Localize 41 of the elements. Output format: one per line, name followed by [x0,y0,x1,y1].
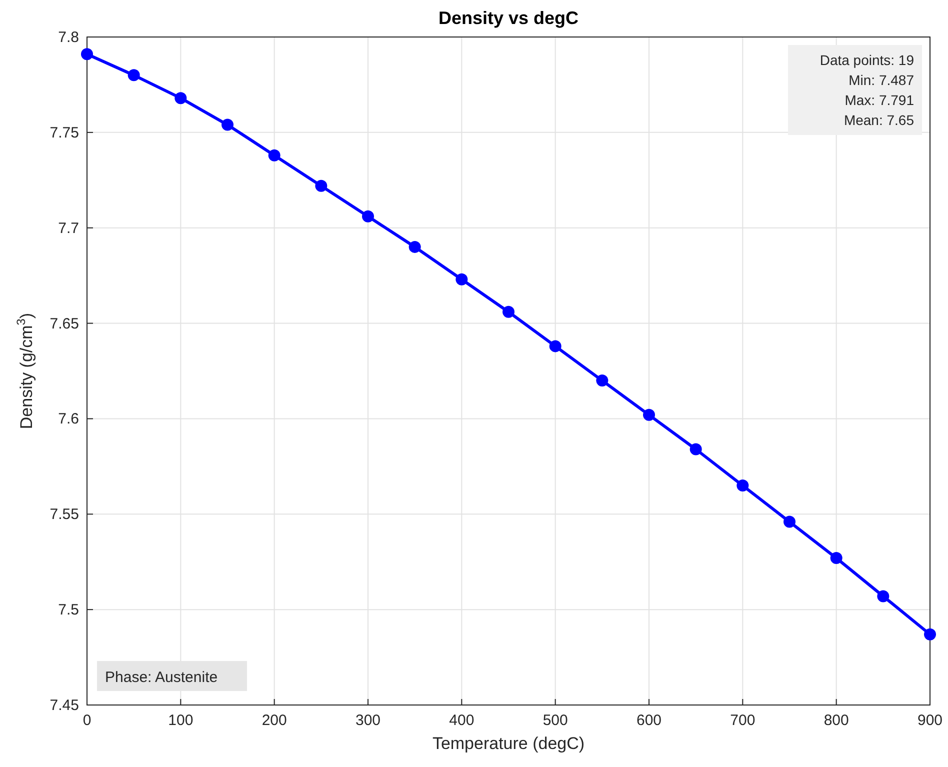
point [736,480,749,492]
point [877,590,890,602]
x-tick-label: 100 [168,712,194,729]
y-tick-label: 7.45 [50,697,79,714]
point [174,92,187,104]
annotation: Data points: 19 Min: 7.487 Max: 7.791 Mean: 7.65 [820,52,914,128]
point [502,306,514,318]
point [690,443,702,456]
annotation: Phase: Austenite [105,669,218,686]
y-tick-label: 7.7 [58,220,79,237]
point [81,48,93,60]
x-tick-label: 600 [636,712,662,729]
y-tick-label: 7.75 [50,124,79,142]
x-axis-title: Temperature (degC) [432,734,585,753]
point [315,180,328,192]
x-tick-label: 800 [824,712,849,729]
y-tick-label: 7.8 [58,29,79,46]
point [268,149,280,162]
x-tick-label: 400 [449,712,474,729]
point [456,273,468,286]
point [924,628,936,640]
point [549,340,562,352]
point [362,210,374,222]
point [830,552,842,564]
x-tick-label: 200 [262,712,287,729]
chart-title: Density vs degC [438,8,579,28]
point [784,516,796,528]
point [408,240,421,253]
x-tick-label: 300 [355,712,381,729]
y-tick-label: 7.5 [58,602,79,619]
y-tick-label: 7.6 [58,410,79,428]
point [128,69,140,82]
x-tick-label: 700 [730,712,756,729]
x-tick-label: 0 [82,712,92,729]
y-tick-label: 7.55 [50,506,79,524]
point [222,118,234,131]
x-tick-label: 900 [917,712,943,729]
y-tick-label: 7.65 [50,315,79,332]
point [596,374,608,387]
x-tick-label: 500 [542,712,568,729]
point [643,408,655,421]
